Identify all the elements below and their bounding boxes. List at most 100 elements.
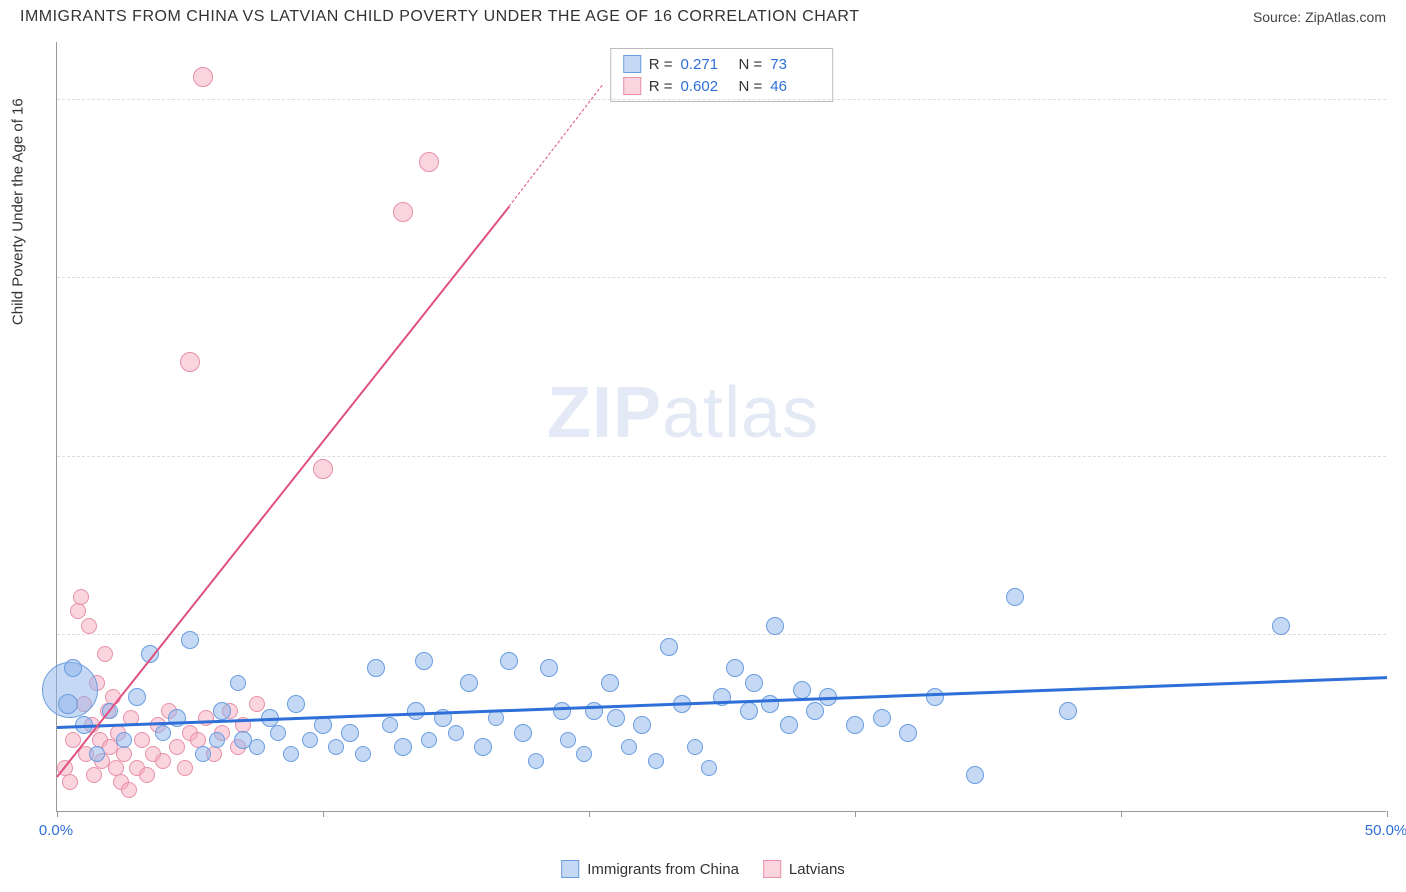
point-china	[660, 638, 678, 656]
point-latvians	[419, 152, 439, 172]
legend-swatch	[623, 77, 641, 95]
x-tick-label: 0.0%	[39, 822, 73, 839]
point-china	[926, 688, 944, 706]
x-tick	[57, 811, 58, 817]
point-latvians	[62, 774, 78, 790]
point-china	[488, 710, 504, 726]
point-china	[1059, 702, 1077, 720]
point-latvians	[193, 67, 213, 87]
point-china	[116, 732, 132, 748]
point-china	[394, 738, 412, 756]
point-china	[415, 652, 433, 670]
point-latvians	[393, 202, 413, 222]
source-label: Source: ZipAtlas.com	[1253, 9, 1386, 25]
point-china	[648, 753, 664, 769]
x-tick	[1121, 811, 1122, 817]
stat-n-label: N =	[739, 78, 763, 95]
point-china	[873, 709, 891, 727]
point-china	[230, 675, 246, 691]
x-tick	[855, 811, 856, 817]
point-china	[621, 739, 637, 755]
stat-r-value: 0.602	[681, 78, 731, 95]
legend-item: Latvians	[763, 860, 845, 878]
legend-swatch	[561, 860, 579, 878]
point-china	[601, 674, 619, 692]
stat-r-label: R =	[649, 56, 673, 73]
point-latvians	[65, 732, 81, 748]
gridline	[57, 277, 1386, 278]
point-china	[528, 753, 544, 769]
point-china	[740, 702, 758, 720]
point-china	[966, 766, 984, 784]
point-china	[213, 702, 231, 720]
x-tick	[323, 811, 324, 817]
point-china	[633, 716, 651, 734]
point-china	[1006, 588, 1024, 606]
point-china	[460, 674, 478, 692]
stat-n-value: 46	[770, 78, 820, 95]
point-china	[58, 694, 78, 714]
point-china	[195, 746, 211, 762]
point-china	[793, 681, 811, 699]
legend-swatch	[763, 860, 781, 878]
legend-item: Immigrants from China	[561, 860, 739, 878]
stat-n-label: N =	[739, 56, 763, 73]
point-china	[270, 725, 286, 741]
point-china	[168, 709, 186, 727]
point-china	[576, 746, 592, 762]
point-china	[89, 746, 105, 762]
point-china	[328, 739, 344, 755]
stats-row: R = 0.271 N = 73	[623, 53, 821, 75]
point-china	[761, 695, 779, 713]
point-china	[209, 732, 225, 748]
point-china	[382, 717, 398, 733]
point-china	[846, 716, 864, 734]
point-china	[367, 659, 385, 677]
point-china	[806, 702, 824, 720]
point-china	[500, 652, 518, 670]
point-china	[899, 724, 917, 742]
gridline	[57, 99, 1386, 100]
chart-plot-area: ZIPatlas R =0.271N =73R =0.602N =46 25.0…	[56, 42, 1386, 812]
point-latvians	[198, 710, 214, 726]
point-china	[181, 631, 199, 649]
point-latvians	[249, 696, 265, 712]
point-china	[421, 732, 437, 748]
point-latvians	[86, 767, 102, 783]
point-latvians	[121, 782, 137, 798]
point-china	[314, 716, 332, 734]
y-tick-label: 25.0%	[1396, 625, 1406, 642]
point-china	[355, 746, 371, 762]
trendline	[56, 206, 510, 778]
y-axis-label: Child Poverty Under the Age of 16	[10, 98, 27, 325]
point-china	[283, 746, 299, 762]
chart-title: IMMIGRANTS FROM CHINA VS LATVIAN CHILD P…	[20, 8, 859, 26]
x-tick-label: 50.0%	[1365, 822, 1406, 839]
point-china	[780, 716, 798, 734]
point-china	[474, 738, 492, 756]
point-china	[302, 732, 318, 748]
point-latvians	[177, 760, 193, 776]
y-tick-label: 75.0%	[1396, 269, 1406, 286]
point-china	[745, 674, 763, 692]
point-china	[701, 760, 717, 776]
point-china	[64, 659, 82, 677]
legend-swatch	[623, 55, 641, 73]
legend-label: Latvians	[789, 861, 845, 878]
x-tick	[1387, 811, 1388, 817]
point-china	[514, 724, 532, 742]
point-latvians	[180, 352, 200, 372]
point-china	[766, 617, 784, 635]
point-china	[249, 739, 265, 755]
watermark: ZIPatlas	[547, 372, 819, 454]
point-latvians	[134, 732, 150, 748]
point-china	[128, 688, 146, 706]
stat-n-value: 73	[770, 56, 820, 73]
stat-r-value: 0.271	[681, 56, 731, 73]
point-china	[726, 659, 744, 677]
point-china	[448, 725, 464, 741]
point-latvians	[116, 746, 132, 762]
point-latvians	[155, 753, 171, 769]
point-china	[607, 709, 625, 727]
y-tick-label: 50.0%	[1396, 447, 1406, 464]
